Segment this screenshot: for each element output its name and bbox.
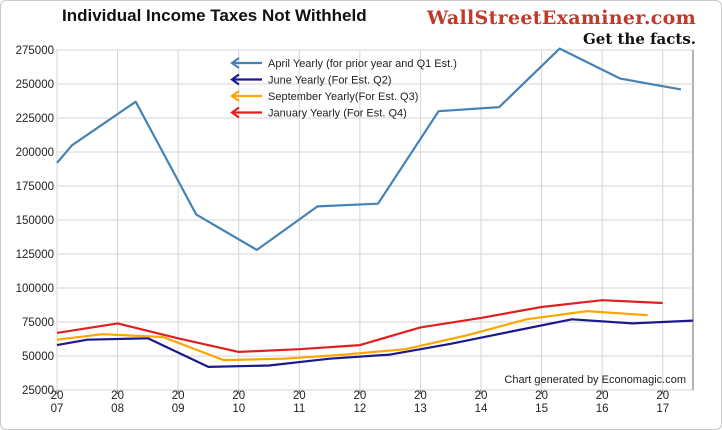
y-tick-label: 275000 xyxy=(16,45,54,57)
y-tick-label: 125000 xyxy=(16,249,54,261)
legend: April Yearly (for prior year and Q1 Est.… xyxy=(230,57,457,120)
legend-arrow-icon xyxy=(230,90,240,102)
x-tick-label-bottom: 12 xyxy=(353,403,366,415)
x-tick-label-bottom: 07 xyxy=(51,403,64,415)
chart-title: Individual Income Taxes Not Withheld xyxy=(62,6,367,25)
x-tick-label-top: 20 xyxy=(293,390,306,402)
x-tick-label-top: 20 xyxy=(596,390,609,402)
x-tick-label-bottom: 15 xyxy=(535,403,548,415)
legend-label-3: September Yearly(For Est. Q3) xyxy=(268,91,418,103)
x-axis: 2007200820092010201120122013201420152016… xyxy=(51,390,669,415)
x-tick-label-top: 20 xyxy=(535,390,548,402)
legend-label-4: January Yearly (For Est. Q4) xyxy=(268,108,407,120)
x-tick-label-bottom: 14 xyxy=(475,403,488,415)
y-tick-label: 25000 xyxy=(22,385,54,397)
y-tick-label: 75000 xyxy=(22,317,54,329)
y-tick-label: 50000 xyxy=(22,351,54,363)
x-tick-label-bottom: 17 xyxy=(656,403,669,415)
grid-lines xyxy=(56,49,693,391)
legend-arrow-icon xyxy=(230,57,240,69)
y-tick-label: 150000 xyxy=(16,215,54,227)
y-tick-label: 175000 xyxy=(16,181,54,193)
series-line-4 xyxy=(56,299,663,353)
series-line-3 xyxy=(56,310,648,362)
x-tick-label-top: 20 xyxy=(656,390,669,402)
y-tick-label: 225000 xyxy=(16,113,54,125)
x-tick-label-bottom: 13 xyxy=(414,403,427,415)
brand-logo: WallStreetExaminer.com xyxy=(426,7,696,29)
x-tick-label-top: 20 xyxy=(232,390,245,402)
y-tick-label: 200000 xyxy=(16,147,54,159)
x-tick-label-top: 20 xyxy=(51,390,64,402)
series-line-2 xyxy=(56,318,694,368)
y-tick-label: 250000 xyxy=(16,79,54,91)
x-tick-label-top: 20 xyxy=(414,390,427,402)
x-tick-label-top: 20 xyxy=(172,390,185,402)
brand-tagline: Get the facts. xyxy=(582,30,696,48)
y-tick-label: 100000 xyxy=(16,283,54,295)
legend-label-1: April Yearly (for prior year and Q1 Est.… xyxy=(268,58,457,70)
x-tick-label-top: 20 xyxy=(111,390,124,402)
x-tick-label-bottom: 08 xyxy=(111,403,124,415)
legend-arrow-icon xyxy=(230,106,240,119)
x-tick-label-bottom: 10 xyxy=(232,403,245,415)
x-tick-label-bottom: 09 xyxy=(172,403,185,415)
x-tick-label-bottom: 16 xyxy=(596,403,609,415)
legend-label-2: June Yearly (For Est. Q2) xyxy=(268,75,392,87)
x-tick-label-top: 20 xyxy=(353,390,366,402)
chart-credit: Chart generated by Economagic.com xyxy=(504,374,686,386)
series-lines xyxy=(56,47,694,368)
x-tick-label-bottom: 11 xyxy=(293,403,305,415)
series-line-1 xyxy=(56,47,682,251)
legend-arrow-icon xyxy=(230,73,240,86)
y-axis: 25000 50000 75000 100000 125000 150000 175000 2… xyxy=(16,45,54,397)
x-tick-label-top: 20 xyxy=(475,390,488,402)
